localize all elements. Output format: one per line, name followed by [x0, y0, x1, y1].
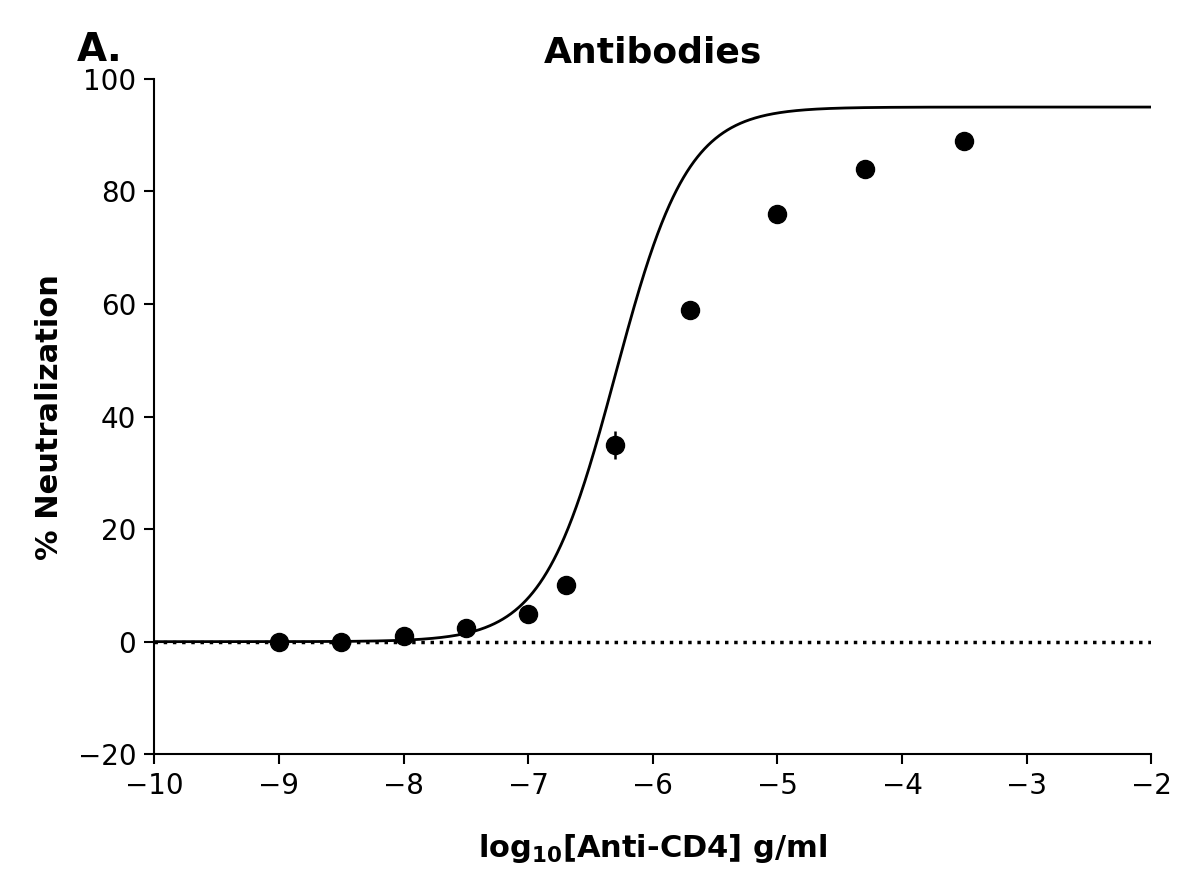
- Text: $\mathregular{log_{10}}$[Anti-CD4] g/ml: $\mathregular{log_{10}}$[Anti-CD4] g/ml: [478, 832, 827, 865]
- Title: Antibodies: Antibodies: [544, 35, 762, 69]
- Y-axis label: % Neutralization: % Neutralization: [34, 274, 64, 560]
- Text: A.: A.: [77, 31, 123, 68]
